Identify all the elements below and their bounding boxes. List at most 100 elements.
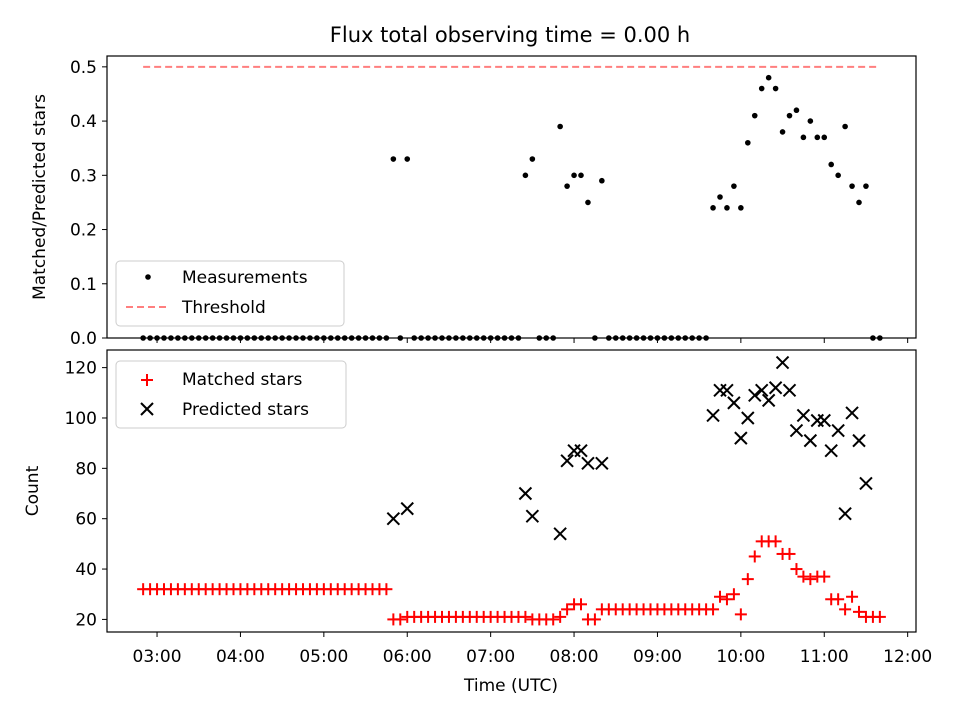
bottom-y-axis-label: Count <box>23 465 43 516</box>
measurement-point <box>606 335 612 341</box>
matched-stars-point <box>554 610 567 623</box>
predicted-stars-point <box>845 406 859 420</box>
measurement-point <box>626 335 633 341</box>
measurement-point <box>529 156 536 162</box>
predicted-stars-point <box>754 383 769 397</box>
measurement-point <box>460 335 466 341</box>
measurement-point <box>515 335 522 341</box>
measurement-point <box>647 335 654 341</box>
bottom-y-tick-label: 100 <box>65 409 97 429</box>
predicted-stars-point <box>386 511 401 526</box>
predicted-stars-point <box>595 456 609 471</box>
measurement-point <box>800 134 807 141</box>
measurement-point <box>216 335 223 341</box>
measurement-point <box>731 183 737 189</box>
predicted-stars-point <box>748 388 762 403</box>
legend-measurements-marker <box>145 274 151 280</box>
predicted-stars-point <box>782 383 797 397</box>
x-tick-label: 06:00 <box>383 647 432 667</box>
top-y-axis-label: Matched/Predicted stars <box>30 94 50 300</box>
matched-stars-point <box>873 610 886 623</box>
measurement-point <box>724 205 730 211</box>
measurement-point <box>480 335 487 341</box>
bottom-y-tick-label: 20 <box>75 610 97 630</box>
x-tick-label: 11:00 <box>800 647 849 667</box>
x-tick-label: 10:00 <box>716 647 765 667</box>
measurement-point <box>161 335 167 341</box>
bottom-y-tick-label: 60 <box>75 510 97 530</box>
measurement-point <box>258 335 265 341</box>
top-legend-box <box>115 260 345 327</box>
measurement-point <box>557 123 563 130</box>
bottom-plot-panel: 20 40 60 80 100 120 03:00 04:00 05:00 06:00 07:00… <box>23 349 932 696</box>
measurement-point <box>835 172 841 179</box>
measurement-point <box>738 205 744 211</box>
matched-stars-point <box>818 570 831 583</box>
legend-predicted-marker <box>140 402 154 416</box>
bottom-y-tick-label: 120 <box>65 359 97 379</box>
matched-stars-point <box>804 573 817 586</box>
matched-stars-point <box>561 603 574 616</box>
measurement-point <box>856 199 862 206</box>
measurement-point <box>807 118 814 124</box>
measurement-point <box>418 335 424 341</box>
measurement-point <box>640 335 647 341</box>
measurement-point <box>696 335 702 341</box>
measurement-point <box>654 335 661 341</box>
measurement-point <box>668 335 675 341</box>
measurement-point <box>821 134 828 141</box>
top-y-axis: 0.0 0.1 0.2 0.3 0.4 0.5 <box>70 58 107 349</box>
matched-stars-point <box>839 603 852 616</box>
measurement-point <box>661 335 668 341</box>
predicted-stars-point <box>852 433 866 448</box>
predicted-stars-point <box>400 501 414 516</box>
top-legend: Measurements Threshold <box>115 260 345 327</box>
predicted-stars-point <box>553 527 567 541</box>
measurement-point <box>321 335 327 341</box>
measurement-point <box>279 335 285 341</box>
measurement-point <box>376 335 383 341</box>
predicted-stars-point <box>727 396 741 410</box>
measurement-point <box>592 335 598 341</box>
measurement-point <box>348 335 355 341</box>
measurement-point <box>703 335 709 341</box>
measurement-point <box>188 335 195 341</box>
top-y-tick-label: 0.0 <box>70 329 97 349</box>
matched-stars-point <box>734 608 747 621</box>
predicted-stars-point <box>574 444 588 458</box>
legend-matched-label: Matched stars <box>182 370 302 390</box>
measurement-point <box>675 335 682 341</box>
bottom-data-marks <box>137 355 886 626</box>
measurement-point <box>828 161 835 168</box>
legend-threshold-label: Threshold <box>181 298 266 318</box>
matched-stars-point <box>832 593 845 606</box>
matched-stars-point <box>741 573 754 586</box>
top-data-marks <box>140 65 883 341</box>
measurement-point <box>293 335 299 341</box>
x-tick-label: 09:00 <box>633 647 682 667</box>
bottom-y-tick-label: 40 <box>75 560 97 580</box>
measurement-point <box>473 335 480 341</box>
matched-stars-point <box>748 550 761 563</box>
matched-stars-point <box>575 598 588 611</box>
measurement-point <box>272 335 278 341</box>
measurement-point <box>432 335 438 341</box>
matched-stars-point <box>714 590 727 603</box>
chart-title: Flux total observing time = 0.00 h <box>330 23 690 47</box>
matched-stars-point <box>720 593 733 606</box>
top-y-tick-label: 0.3 <box>70 166 97 186</box>
matched-stars-point <box>790 563 803 576</box>
predicted-stars-point <box>525 509 540 523</box>
measurement-point <box>571 172 577 179</box>
matched-stars-point <box>846 590 859 603</box>
measurement-point <box>619 335 626 341</box>
measurement-point <box>397 335 404 341</box>
measurement-point <box>779 129 786 135</box>
predicted-stars-point <box>796 408 811 423</box>
bottom-x-axis: 03:00 04:00 05:00 06:00 07:00 08:00 09:00 10:00… <box>133 632 932 667</box>
measurement-point <box>543 335 550 341</box>
measurement-point <box>466 335 473 341</box>
measurement-point <box>390 156 397 162</box>
measurement-point <box>425 335 431 341</box>
